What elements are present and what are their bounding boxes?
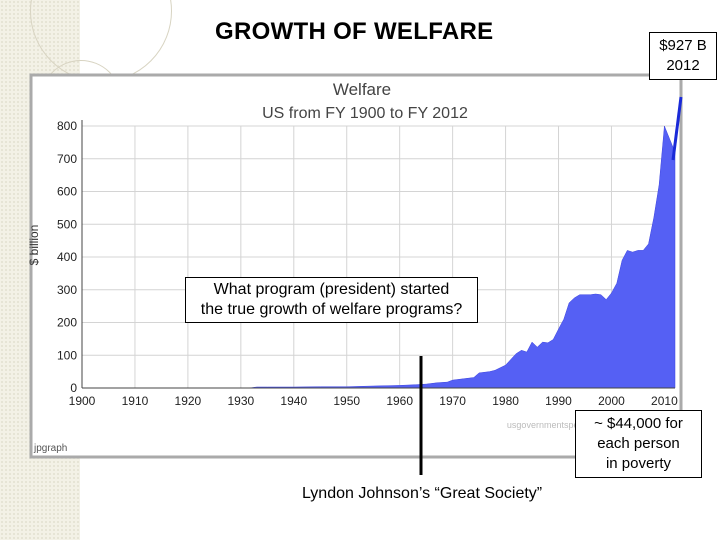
y-tick-label: 500 xyxy=(57,217,77,231)
cost-callout-line: ~ $44,000 for xyxy=(594,415,683,432)
chart-tick-labels: 0 100 200 300 400 500 600 700 800 1900 1910 1920 193… xyxy=(57,119,678,408)
peak-marker-line xyxy=(671,96,683,161)
question-callout: What program (president) started the tru… xyxy=(185,277,478,323)
y-tick-label: 200 xyxy=(57,316,77,330)
question-callout-line: the true growth of welfare programs? xyxy=(200,301,463,318)
y-tick-label: 0 xyxy=(70,381,77,395)
x-tick-label: 1930 xyxy=(227,394,254,408)
y-axis-label: $ billion xyxy=(27,225,41,266)
welfare-area-series xyxy=(82,125,676,389)
chart-axes xyxy=(81,120,675,389)
question-callout-line: What program (president) started xyxy=(213,281,450,298)
cost-callout: ~ $44,000 for each person in poverty xyxy=(575,410,702,478)
y-tick-label: 600 xyxy=(57,185,77,199)
credit-text: jpgraph xyxy=(33,443,67,454)
x-tick-label: 1950 xyxy=(333,394,360,408)
amount-callout: $927 B 2012 xyxy=(649,32,717,80)
cost-callout-line: each person xyxy=(597,435,680,452)
x-tick-label: 1970 xyxy=(439,394,466,408)
x-tick-label: 2010 xyxy=(651,394,678,408)
chart-frame xyxy=(29,73,683,459)
source-text: usgovernmentspending.com xyxy=(507,420,620,430)
slide-title: GROWTH OF WELFARE xyxy=(215,18,494,45)
x-tick-label: 1920 xyxy=(175,394,202,408)
chart-subtitle: US from FY 1900 to FY 2012 xyxy=(262,105,468,122)
x-tick-label: 1910 xyxy=(122,394,149,408)
y-tick-label: 800 xyxy=(57,119,77,133)
y-tick-label: 700 xyxy=(57,152,77,166)
chart-title: Welfare xyxy=(333,80,391,99)
x-tick-label: 2000 xyxy=(598,394,625,408)
x-tick-label: 1980 xyxy=(492,394,519,408)
amount-callout-line: $927 B xyxy=(659,37,707,54)
y-tick-label: 100 xyxy=(57,348,77,362)
x-tick-label: 1940 xyxy=(280,394,307,408)
amount-callout-line: 2012 xyxy=(666,57,700,74)
x-tick-label: 1990 xyxy=(545,394,572,408)
y-tick-label: 400 xyxy=(57,250,77,264)
great-society-caption: Lyndon Johnson’s “Great Society” xyxy=(302,485,543,502)
x-tick-label: 1900 xyxy=(69,394,96,408)
x-tick-label: 1960 xyxy=(386,394,413,408)
cost-callout-line: in poverty xyxy=(605,455,672,472)
y-tick-label: 300 xyxy=(57,283,77,297)
